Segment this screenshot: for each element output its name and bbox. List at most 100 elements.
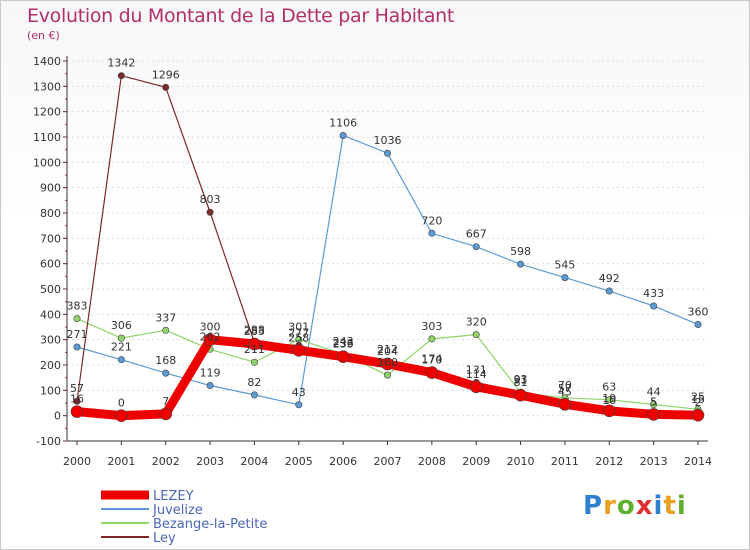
data-label: 0 [118,397,125,410]
data-label: 1036 [374,134,402,147]
x-tick-label: 2005 [285,455,313,468]
legend-label: LEZEY [153,489,194,504]
legend-label: Bezange-la-Petite [153,517,267,532]
data-label: 45 [558,385,572,398]
y-tick-label: 700 [40,232,61,245]
brand-letter: x [635,491,654,521]
brand-letter: i [676,491,687,521]
data-label: 243 [333,335,354,348]
data-point [250,391,258,399]
data-label: 204 [377,345,398,358]
data-label: 91 [514,374,528,387]
data-point [647,408,660,421]
data-label: 212 [377,343,398,356]
data-point [469,380,483,394]
data-point [381,357,394,371]
data-point [602,404,616,418]
y-tick-label: 600 [40,258,61,271]
data-label: 300 [200,321,221,334]
y-tick-label: 100 [40,384,61,397]
data-point [605,396,613,404]
brand-letter: t [663,491,677,521]
data-label: 174 [421,353,442,366]
data-point [383,149,391,157]
data-label: 2 [695,396,702,409]
data-label: 170 [421,354,442,367]
data-label: 301 [288,320,309,333]
x-tick-label: 2000 [63,455,91,468]
data-point [605,287,613,295]
data-label: 10 [602,394,616,407]
data-point [292,344,306,357]
data-point [694,320,702,328]
data-label: 25 [691,390,705,403]
data-point [336,350,350,363]
data-point [248,337,261,351]
data-label: 233 [333,338,354,351]
y-tick-label: 1200 [33,106,61,119]
x-tick-label: 2007 [374,455,402,468]
data-point [206,208,214,216]
data-label: 211 [244,343,265,356]
data-label: 492 [599,272,620,285]
data-label: 303 [421,320,442,333]
data-label: 70 [558,379,572,392]
x-tick-label: 2008 [418,455,446,468]
data-label: 5 [650,395,657,408]
data-label: 236 [333,337,354,350]
data-label: 277 [288,326,309,339]
data-label: 114 [466,368,487,381]
y-tick-label: 800 [40,207,61,220]
data-label: 271 [67,328,88,341]
data-label: 57 [558,382,572,395]
y-tick-label: 1300 [33,80,61,93]
data-point [650,302,658,310]
data-label: 1106 [329,116,357,129]
data-label: 43 [292,386,306,399]
data-point [339,131,347,139]
x-tick-label: 2010 [507,455,535,468]
data-label: 258 [288,331,309,344]
data-label: 383 [67,300,88,313]
data-point [162,369,170,377]
data-label: 598 [510,245,531,258]
x-tick-label: 2004 [240,455,268,468]
data-point [117,334,125,342]
data-point [472,243,480,251]
data-label: 119 [200,367,221,380]
data-point [250,358,258,366]
data-label: 337 [155,311,176,324]
data-point [73,315,81,323]
x-tick-label: 2009 [462,455,490,468]
data-label: 44 [647,386,661,399]
data-label: 306 [111,319,132,332]
x-tick-label: 2011 [551,455,579,468]
data-label: 262 [200,330,221,343]
x-tick-label: 2002 [152,455,180,468]
data-label: 57 [70,382,84,395]
data-label: 545 [554,259,575,272]
y-tick-label: 300 [40,334,61,347]
y-tick-label: 1400 [33,55,61,68]
y-tick-label: 1000 [33,156,61,169]
data-point [561,274,569,282]
brand-letter: r [603,491,617,521]
data-label: 81 [514,376,528,389]
brand-letter: i [653,491,664,521]
data-label: 19 [602,392,616,405]
data-point [73,397,81,405]
data-point [558,397,572,411]
x-tick-label: 2014 [684,455,712,468]
legend-label: Ley [153,531,176,546]
data-label: 63 [602,381,616,394]
data-label: 93 [514,373,528,386]
data-point [295,401,303,409]
data-point [517,260,525,268]
data-point [70,405,84,418]
data-label: 160 [377,356,398,369]
data-label: 433 [643,287,664,300]
data-point [117,356,125,364]
data-point [162,83,170,91]
